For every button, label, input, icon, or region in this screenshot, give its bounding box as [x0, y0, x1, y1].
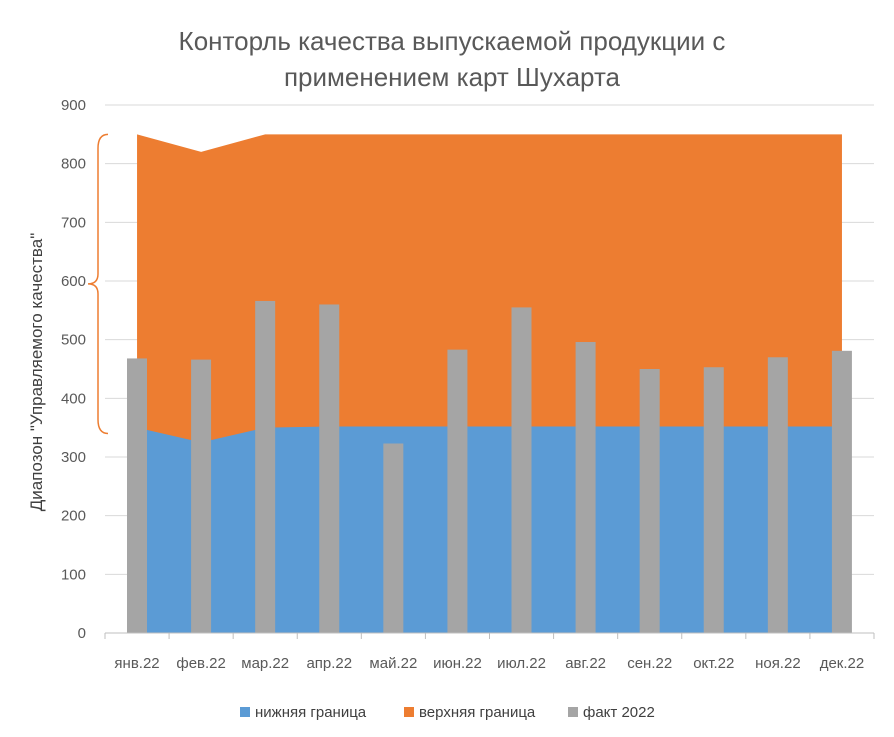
y-tick-label: 200 [61, 508, 86, 525]
legend: нижняя граница верхняя граница факт 2022 [240, 704, 655, 721]
bar-fact-2022 [767, 357, 788, 633]
x-tick-label: мар.22 [241, 655, 289, 672]
y-tick-label: 900 [61, 97, 86, 114]
y-axis: 0 100 200 300 400 500 600 700 800 900 [61, 97, 86, 642]
bar-fact-2022 [191, 359, 212, 633]
y-tick-label: 600 [61, 273, 86, 290]
y-axis-label: Диапозон "Управляемого качества" [27, 233, 46, 511]
bar-fact-2022 [703, 367, 724, 633]
area-lower-bound [137, 426, 842, 633]
x-tick-label: фев.22 [176, 655, 226, 672]
y-tick-label: 400 [61, 390, 86, 407]
y-tick-label: 500 [61, 332, 86, 349]
x-tick-label: дек.22 [820, 655, 865, 672]
legend-swatch [404, 707, 414, 717]
x-tick-label: окт.22 [693, 655, 734, 672]
bar-fact-2022 [639, 369, 660, 633]
brace-shape [87, 133, 109, 435]
legend-label: верхняя граница [419, 704, 536, 721]
legend-swatch [240, 707, 250, 717]
x-tick-label: июл.22 [497, 655, 546, 672]
legend-label: нижняя граница [255, 704, 367, 721]
chart-title-line1: Конторль качества выпускаемой продукции … [179, 26, 726, 56]
bar-fact-2022 [511, 307, 532, 633]
bar-fact-2022 [383, 443, 404, 633]
bar-series [127, 300, 852, 633]
x-tick-label: май.22 [369, 655, 417, 672]
y-tick-label: 700 [61, 214, 86, 231]
bar-fact-2022 [831, 350, 852, 633]
legend-label: факт 2022 [583, 704, 655, 721]
y-tick-label: 100 [61, 566, 86, 583]
chart-title-line2: применением карт Шухарта [284, 62, 621, 92]
x-tick-label: ноя.22 [755, 655, 801, 672]
bar-fact-2022 [319, 304, 340, 633]
bar-fact-2022 [575, 342, 596, 633]
range-brace [87, 133, 109, 435]
bar-fact-2022 [127, 358, 147, 633]
x-axis: янв.22 фев.22 мар.22 апр.22 май.22 июн.22 июл.… [104, 632, 875, 672]
x-tick-label: авг.22 [565, 655, 606, 672]
bar-fact-2022 [447, 349, 468, 633]
y-tick-label: 800 [61, 156, 86, 173]
legend-swatch [568, 707, 578, 717]
x-tick-label: июн.22 [433, 655, 482, 672]
area-series [137, 134, 842, 634]
y-tick-label: 0 [78, 625, 86, 642]
x-tick-label: янв.22 [114, 655, 159, 672]
y-tick-label: 300 [61, 449, 86, 466]
bar-fact-2022 [255, 300, 276, 633]
x-tick-label: сен.22 [627, 655, 672, 672]
x-tick-label: апр.22 [306, 655, 352, 672]
